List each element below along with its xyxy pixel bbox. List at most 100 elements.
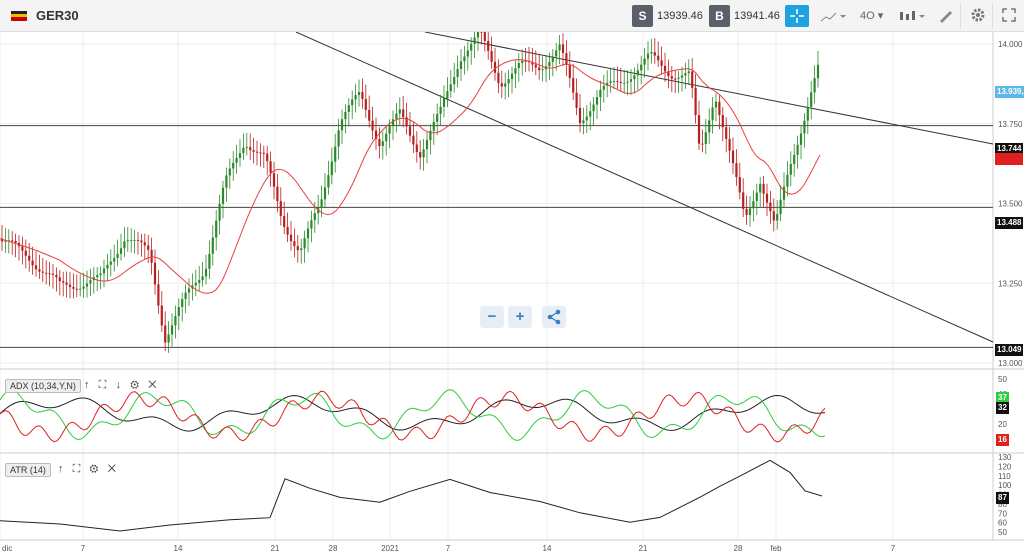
crosshair-icon — [790, 9, 804, 23]
candle-body — [235, 157, 238, 163]
candle-body — [211, 237, 214, 254]
adx-plus-di-line — [0, 389, 826, 441]
candle-body — [660, 60, 663, 66]
chart-type-icon — [820, 12, 846, 22]
adx-indicator-label[interactable]: ADX (10,34,Y,N) — [5, 379, 81, 393]
candle-body — [687, 71, 690, 74]
move-up-icon[interactable]: ↑ — [84, 379, 90, 391]
candle-body — [51, 273, 55, 275]
candle-body — [306, 228, 310, 239]
candle-body — [187, 288, 191, 293]
candle-body — [28, 255, 31, 261]
close-icon[interactable]: ✕ — [148, 379, 157, 391]
maximize-button[interactable] — [1001, 7, 1017, 26]
expand-icon[interactable]: ⛶ — [98, 379, 107, 391]
candle-body — [500, 83, 503, 87]
candle-body — [218, 203, 221, 221]
gear-icon[interactable]: ⚙ — [89, 463, 99, 475]
atr-indicator-label[interactable]: ATR (14) — [5, 463, 51, 477]
adx-main-line — [0, 394, 826, 432]
date-tick-label: 7 — [446, 544, 451, 553]
sell-price[interactable]: 13939.46 — [657, 10, 703, 22]
buy-tag[interactable]: B — [709, 5, 730, 27]
candle-body — [572, 78, 575, 93]
candle-body — [157, 284, 160, 306]
candle-body — [684, 73, 687, 76]
candle-body — [759, 183, 762, 193]
candle-body — [194, 282, 197, 286]
atr-tick-label: 120 — [998, 462, 1012, 471]
gear-icon[interactable]: ⚙ — [130, 379, 140, 391]
timeframe-button[interactable]: 4O ▾ — [860, 10, 884, 22]
candle-body — [425, 140, 429, 150]
candle-body — [582, 120, 585, 124]
candle-body — [480, 32, 483, 33]
candle-body — [232, 162, 235, 169]
candle-body — [371, 120, 374, 131]
move-up-icon[interactable]: ↑ — [58, 463, 64, 475]
crosshair-button[interactable] — [785, 5, 809, 27]
candle-body — [385, 133, 388, 142]
candle-body — [381, 141, 384, 147]
candle-body — [701, 143, 704, 145]
candle-body — [167, 334, 170, 343]
candle-body — [143, 242, 146, 246]
candle-body — [242, 147, 245, 154]
candle-body — [249, 147, 252, 151]
candle-body — [269, 161, 272, 174]
candle-body — [109, 261, 112, 265]
candle-body — [772, 211, 775, 221]
expand-icon[interactable]: ⛶ — [72, 463, 81, 475]
candle-body — [548, 61, 551, 67]
zoom-in-button[interactable]: + — [508, 306, 532, 328]
toolbar-divider — [960, 4, 961, 28]
adx-badge: 32 — [996, 402, 1009, 414]
buy-price[interactable]: 13941.46 — [734, 10, 780, 22]
candle-body — [816, 64, 820, 79]
candle-body — [636, 70, 639, 76]
settings-button[interactable] — [970, 7, 986, 26]
candle-body — [616, 81, 619, 83]
candles-button[interactable] — [898, 9, 926, 26]
price-chart[interactable]: dic 7 14 21 28 2021 7 14 21 28 feb 7 14.000 13.750 13.… — [0, 32, 1024, 557]
candle-body — [633, 75, 636, 80]
candle-body — [589, 111, 592, 117]
timeframe-label: 4O — [860, 10, 875, 22]
candle-body — [75, 288, 78, 290]
candle-body — [55, 274, 58, 278]
share-button[interactable] — [542, 306, 566, 328]
atr-line — [0, 459, 823, 532]
candle-body — [738, 177, 741, 193]
candle-body — [181, 299, 184, 308]
sell-tag[interactable]: S — [632, 5, 653, 27]
candle-body — [300, 248, 303, 251]
candle-body — [337, 130, 340, 147]
move-down-icon[interactable]: ↓ — [115, 379, 122, 391]
candle-body — [612, 81, 616, 83]
zoom-out-button[interactable]: − — [480, 306, 504, 328]
date-tick-label: 2021 — [381, 544, 399, 553]
candle-body — [259, 152, 262, 154]
candle-body — [667, 71, 670, 77]
share-icon — [547, 309, 561, 325]
drawing-tools-button[interactable] — [938, 9, 954, 26]
candle-body — [405, 117, 408, 127]
candle-body — [361, 92, 364, 99]
candle-body — [776, 214, 779, 221]
candle-body — [303, 238, 306, 249]
candle-body — [164, 325, 167, 343]
chart-type-button[interactable] — [820, 9, 846, 26]
candle-body — [310, 220, 313, 229]
candle-body — [140, 240, 143, 243]
candle-body — [592, 104, 595, 112]
price-tick-label: 14.000 — [998, 40, 1023, 49]
candle-body — [201, 276, 204, 281]
level-badge: 13.049 — [995, 344, 1024, 356]
candle-body — [748, 208, 752, 215]
candle-body — [490, 51, 493, 62]
date-tick-label: 28 — [734, 544, 743, 553]
close-icon[interactable]: ✕ — [107, 463, 117, 475]
candle-body — [765, 193, 769, 203]
atr-controls: ↑ ⛶ ⚙ ✕ — [58, 463, 116, 476]
candle-body — [340, 119, 344, 131]
